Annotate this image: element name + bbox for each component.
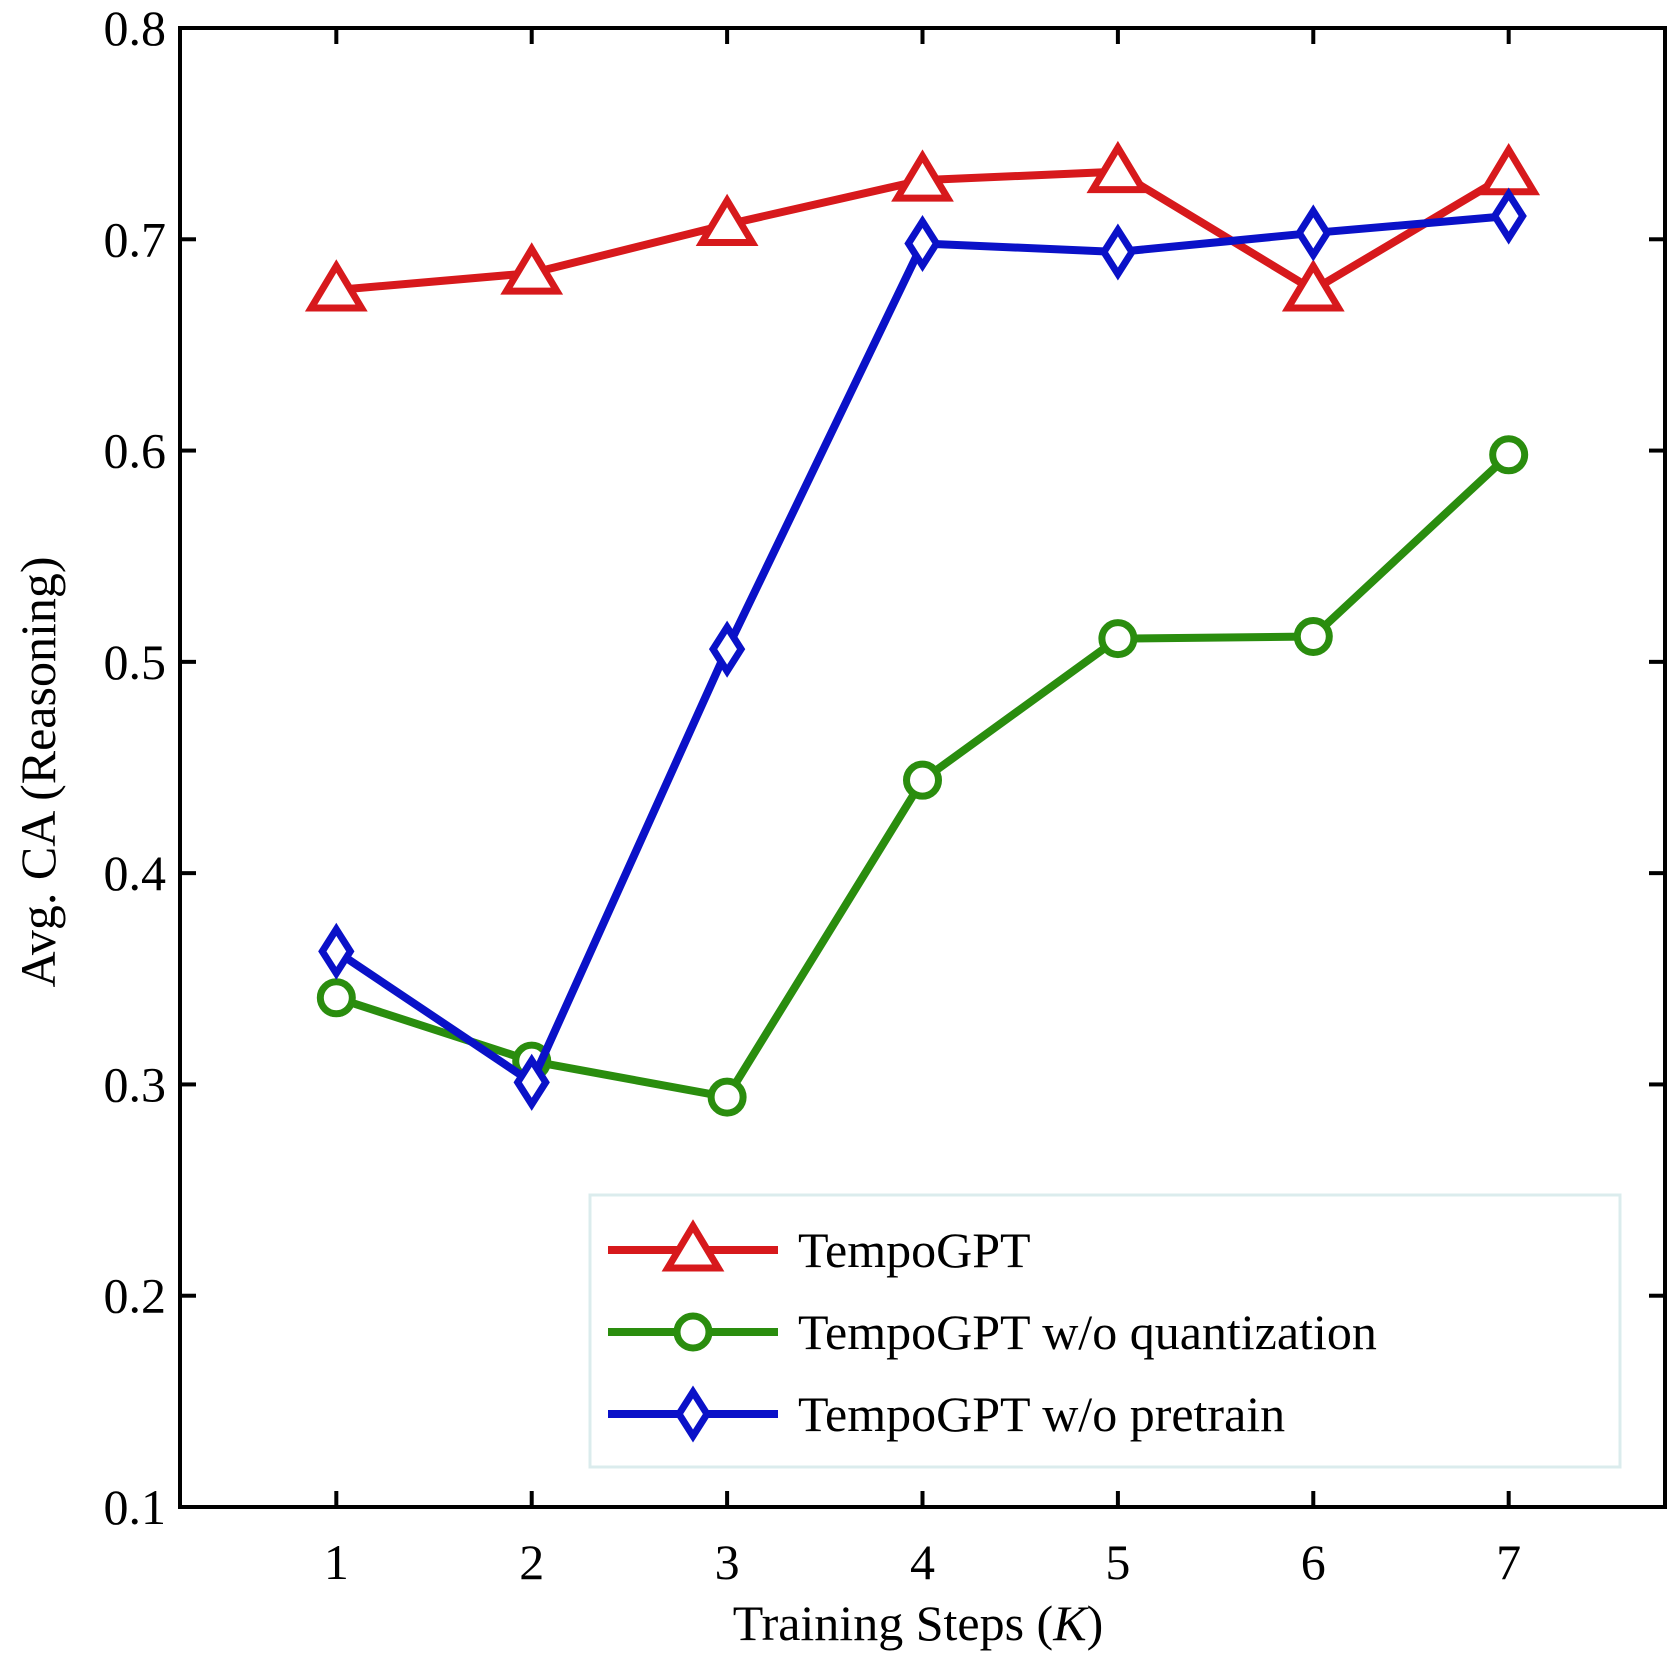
data-point	[1293, 617, 1333, 657]
series-line	[334, 212, 1510, 1087]
axes-layer: 0.1 0.2 0.3 0.4 0.5 0.6 0.7 0.8 1 2 3 4 5 6 7	[104, 0, 1667, 1590]
x-axis-title: Training Steps (K)	[733, 1595, 1103, 1651]
y-tick-label: 0.6	[104, 423, 167, 479]
x-tick-label: 6	[1301, 1534, 1326, 1590]
data-point	[708, 620, 746, 678]
x-tick-label: 4	[910, 1534, 935, 1590]
x-tick-label: 3	[715, 1534, 740, 1590]
legend-item: TempoGPT w/o pretrain	[608, 1385, 1285, 1443]
x-tick-label: 1	[324, 1534, 349, 1590]
y-tick-label: 0.4	[104, 845, 167, 901]
series-circle	[316, 435, 1529, 1117]
y-tick-label: 0.1	[104, 1479, 167, 1535]
x-axis-title-unit: K	[1052, 1595, 1089, 1651]
data-point	[304, 259, 368, 312]
y-tick-label: 0.3	[104, 1056, 167, 1112]
data-point	[1295, 204, 1332, 262]
data-point	[316, 978, 356, 1018]
x-tick-label: 2	[519, 1534, 544, 1590]
data-point	[1099, 223, 1137, 281]
data-point	[1098, 619, 1138, 659]
data-point	[318, 922, 355, 980]
data-point	[500, 242, 564, 295]
y-tick-label: 0.7	[104, 211, 167, 267]
x-axis-title-text: Training Steps	[733, 1595, 1024, 1651]
y-axis-title: Avg. CA (Reasoning)	[10, 557, 66, 988]
data-point	[1281, 259, 1345, 312]
legend-marker	[674, 1385, 712, 1443]
legend-label: TempoGPT w/o pretrain	[798, 1386, 1285, 1442]
data-point	[1490, 187, 1527, 245]
data-point	[695, 193, 759, 246]
legend-label: TempoGPT	[798, 1222, 1031, 1278]
data-point	[903, 760, 942, 800]
data-point	[1086, 140, 1150, 194]
series-diamond	[318, 187, 1527, 1111]
y-tick-label: 0.2	[104, 1268, 167, 1324]
legend-marker	[661, 1219, 725, 1272]
data-point	[707, 1077, 747, 1117]
legend: TempoGPT TempoGPT w/o quantization TempoGP…	[588, 1193, 1622, 1469]
y-tick-label: 0.5	[104, 634, 167, 690]
legend-item: TempoGPT	[608, 1219, 1031, 1278]
data-point	[904, 214, 941, 273]
legend-item: TempoGPT w/o quantization	[608, 1304, 1377, 1360]
series-layer	[304, 140, 1541, 1117]
series-triangle	[304, 140, 1541, 312]
y-tick-label: 0.8	[104, 0, 167, 56]
x-tick-label: 5	[1105, 1534, 1130, 1590]
legend-marker	[673, 1312, 713, 1352]
data-point	[513, 1053, 550, 1111]
data-point	[1477, 142, 1541, 196]
x-tick-label: 7	[1496, 1534, 1521, 1590]
data-point	[1489, 435, 1529, 475]
data-point	[891, 149, 954, 202]
legend-label: TempoGPT w/o quantization	[798, 1304, 1377, 1360]
